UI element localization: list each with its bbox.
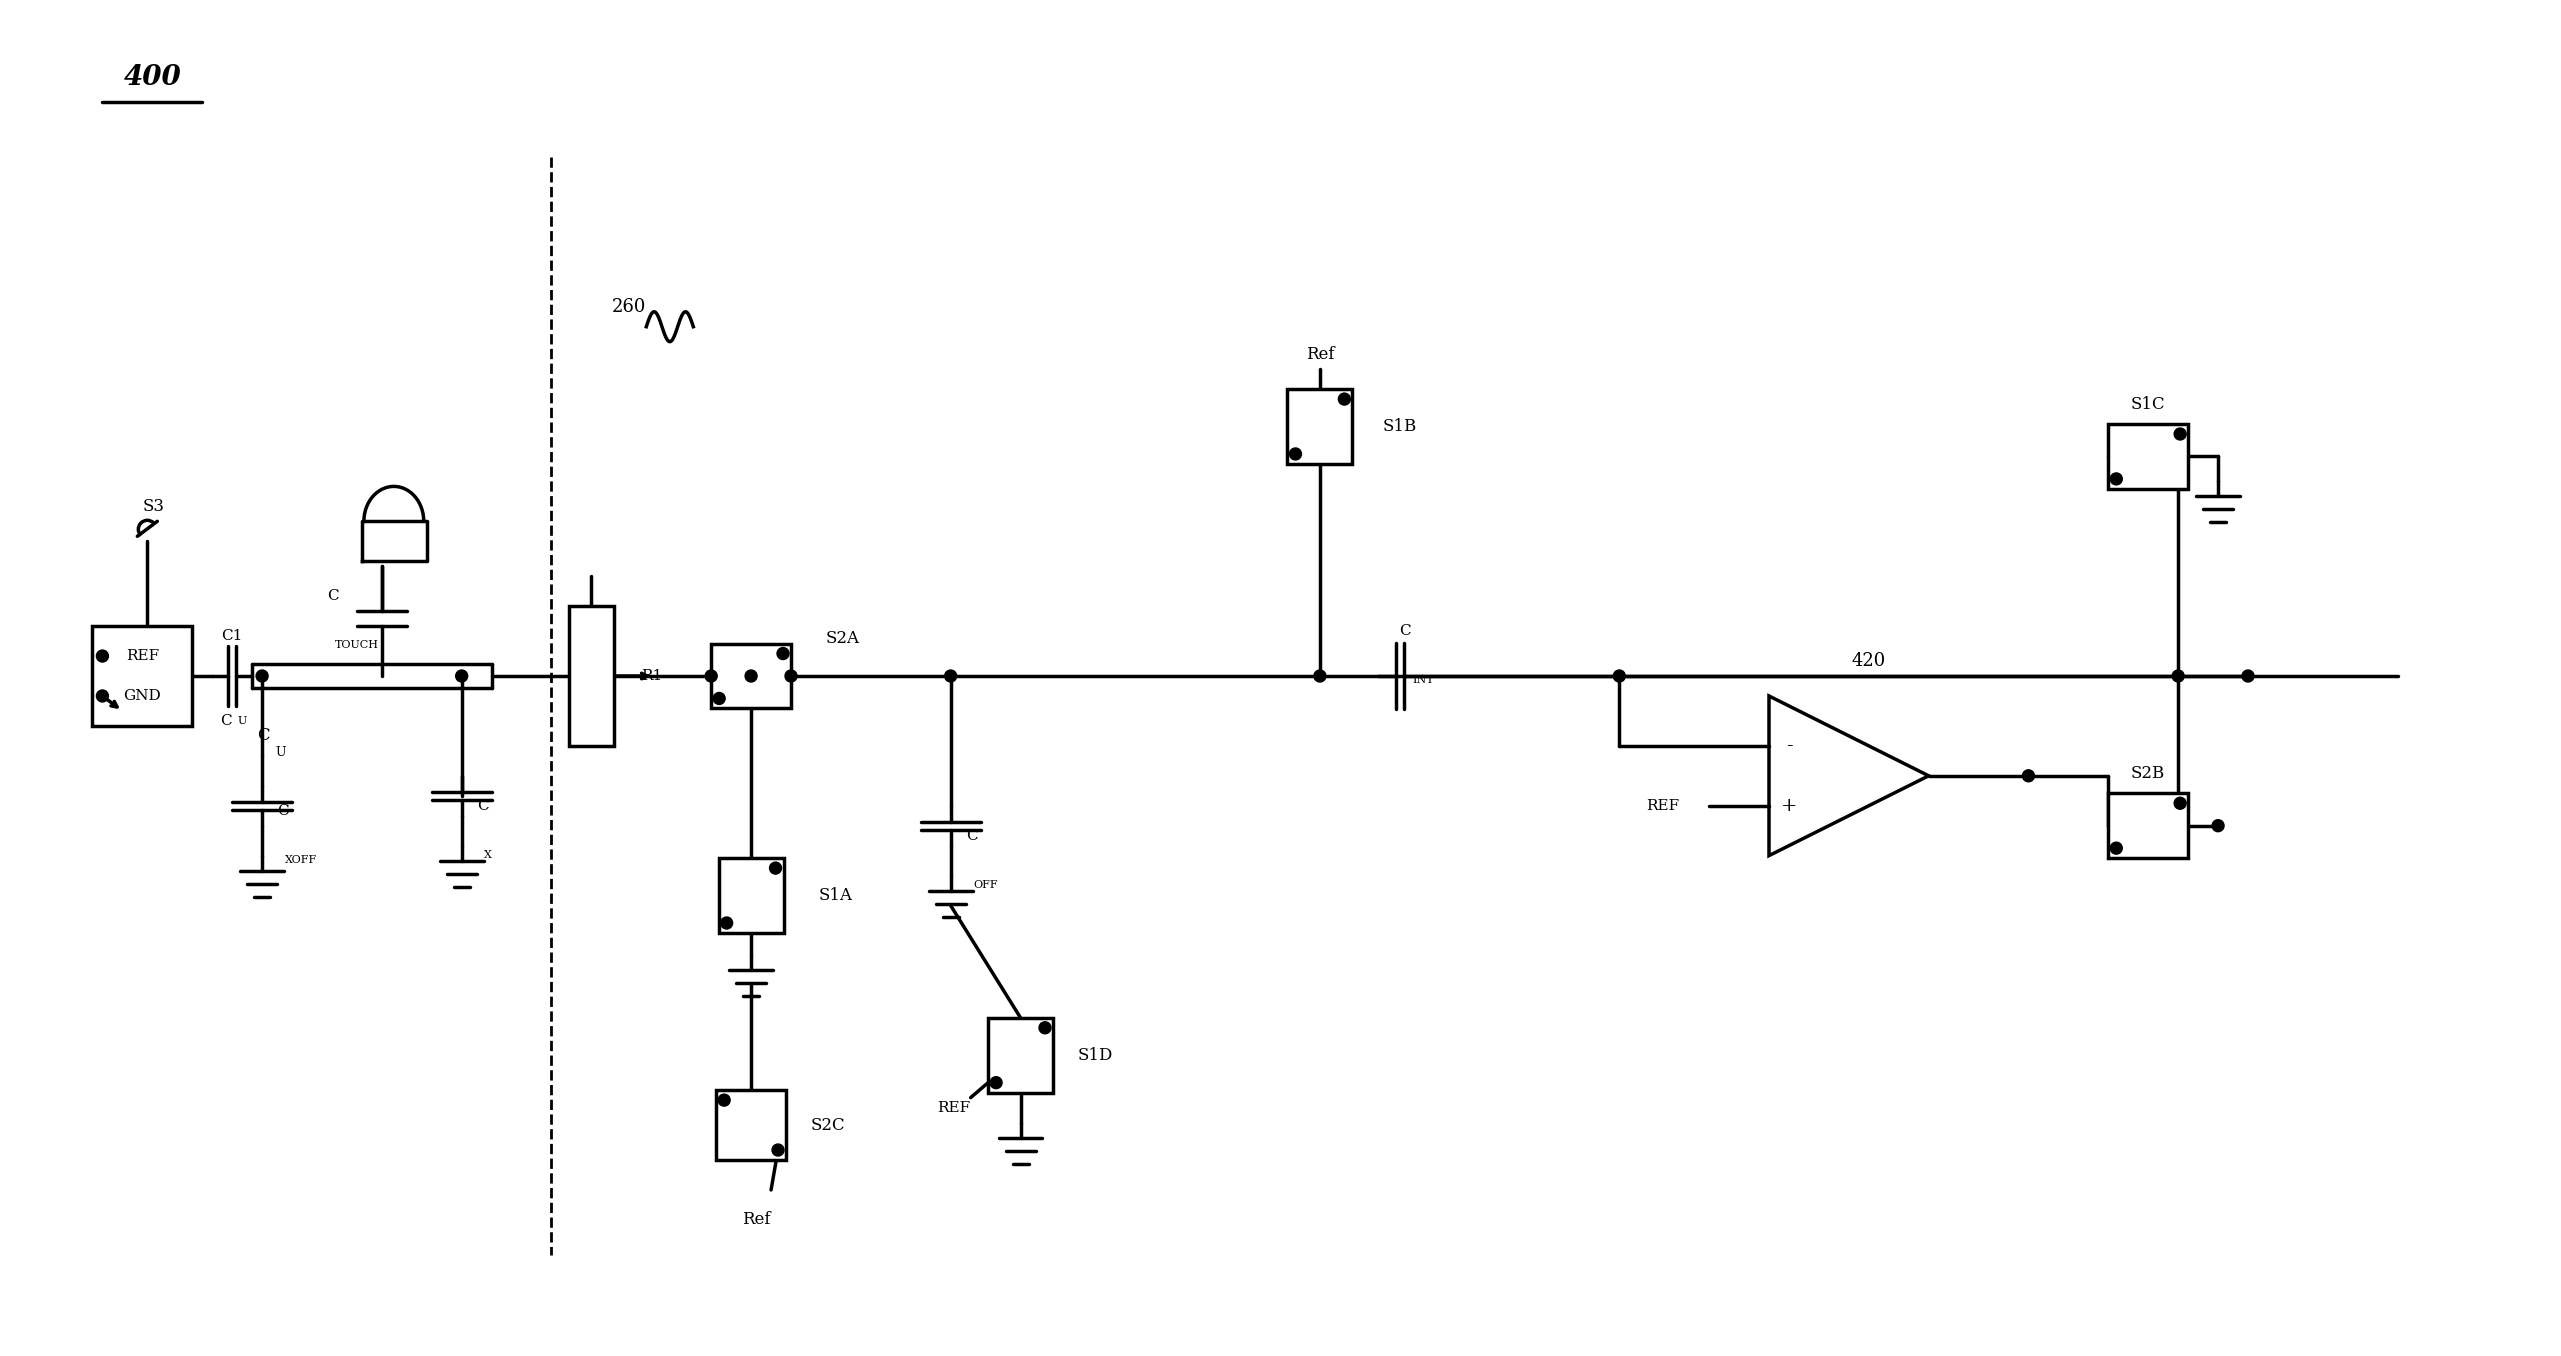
Circle shape <box>771 1144 784 1157</box>
Circle shape <box>256 670 269 682</box>
Text: S2C: S2C <box>812 1116 845 1134</box>
Circle shape <box>456 670 469 682</box>
Circle shape <box>1314 670 1327 682</box>
Text: C: C <box>277 804 289 818</box>
Circle shape <box>704 670 717 682</box>
Text: INT: INT <box>1414 675 1434 685</box>
Text: Ref: Ref <box>743 1211 771 1229</box>
Text: 420: 420 <box>1852 652 1885 670</box>
Circle shape <box>2172 670 2185 682</box>
Circle shape <box>2241 670 2254 682</box>
Bar <box>720 858 784 933</box>
Text: S2A: S2A <box>827 631 860 647</box>
Text: 400: 400 <box>123 64 182 91</box>
Text: REF: REF <box>125 650 159 663</box>
Text: S1B: S1B <box>1383 418 1416 435</box>
Circle shape <box>945 670 958 682</box>
Text: C: C <box>1398 624 1411 639</box>
Text: TOUCH: TOUCH <box>335 640 379 650</box>
Circle shape <box>2213 820 2223 831</box>
Text: S2B: S2B <box>2131 765 2167 782</box>
Circle shape <box>1339 393 1350 405</box>
Bar <box>717 1090 786 1159</box>
Bar <box>712 644 791 708</box>
Bar <box>92 626 192 725</box>
Circle shape <box>717 1094 730 1106</box>
Text: S1C: S1C <box>2131 396 2167 412</box>
Text: C1: C1 <box>220 629 243 643</box>
Bar <box>2108 424 2187 490</box>
Text: REF: REF <box>1647 799 1680 812</box>
Text: +: + <box>1780 797 1798 815</box>
Text: C: C <box>328 589 338 603</box>
Circle shape <box>97 650 108 662</box>
Circle shape <box>2110 473 2123 485</box>
Circle shape <box>786 670 796 682</box>
Text: OFF: OFF <box>973 880 999 890</box>
Circle shape <box>2174 797 2187 810</box>
Circle shape <box>1613 670 1626 682</box>
Circle shape <box>2110 842 2123 854</box>
Bar <box>2108 793 2187 858</box>
Text: 260: 260 <box>612 298 645 316</box>
Circle shape <box>712 693 725 705</box>
Circle shape <box>1291 447 1301 460</box>
Circle shape <box>97 690 108 702</box>
Circle shape <box>745 670 758 682</box>
Text: C: C <box>476 799 489 812</box>
Bar <box>989 1018 1053 1093</box>
Text: S1D: S1D <box>1078 1047 1114 1063</box>
Circle shape <box>768 862 781 875</box>
Text: -: - <box>1785 736 1793 755</box>
Circle shape <box>2023 770 2033 782</box>
Circle shape <box>720 917 732 929</box>
Text: C: C <box>220 713 233 728</box>
Circle shape <box>991 1077 1001 1089</box>
Circle shape <box>1040 1022 1050 1033</box>
Text: S1A: S1A <box>820 887 853 904</box>
Text: XOFF: XOFF <box>284 854 318 865</box>
Circle shape <box>2174 428 2187 439</box>
Bar <box>1288 389 1352 464</box>
Text: U: U <box>238 716 246 725</box>
Text: Ref: Ref <box>1306 346 1334 362</box>
Circle shape <box>776 648 789 659</box>
Text: C: C <box>965 829 978 842</box>
Bar <box>569 606 615 746</box>
Text: GND: GND <box>123 689 161 702</box>
Text: REF: REF <box>937 1101 971 1115</box>
Text: C: C <box>256 727 269 744</box>
Text: S3: S3 <box>143 498 164 515</box>
Text: R1: R1 <box>640 669 663 683</box>
Text: U: U <box>274 746 287 759</box>
Text: X: X <box>484 850 492 860</box>
